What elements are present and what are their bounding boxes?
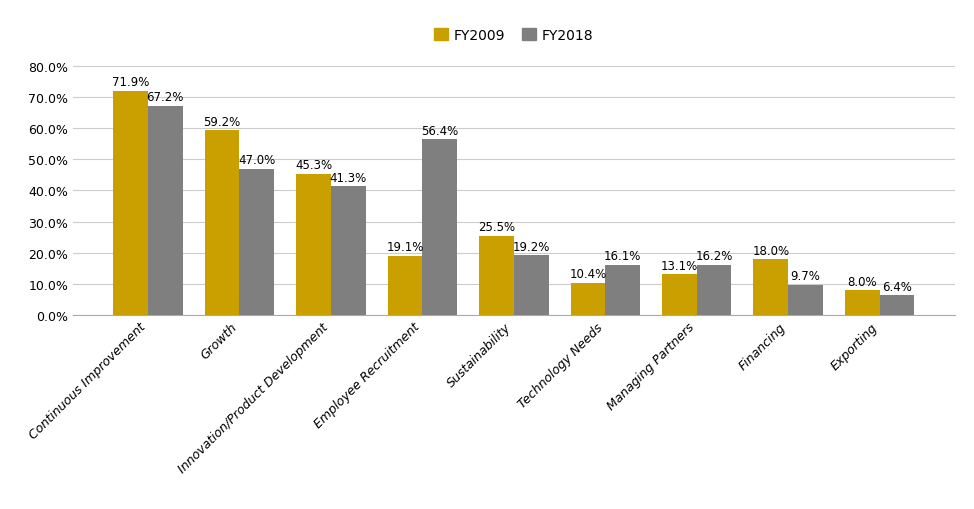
Bar — [205, 131, 240, 316]
Text: 9.7%: 9.7% — [791, 270, 820, 283]
Text: 16.1%: 16.1% — [604, 250, 641, 263]
Text: 16.2%: 16.2% — [695, 250, 732, 263]
Text: 19.1%: 19.1% — [387, 241, 424, 253]
Bar — [605, 266, 640, 316]
Text: 71.9%: 71.9% — [112, 76, 149, 89]
Text: 10.4%: 10.4% — [569, 268, 607, 280]
Text: 6.4%: 6.4% — [882, 280, 912, 293]
Bar — [148, 106, 183, 316]
Bar — [571, 283, 605, 316]
Legend: FY2009, FY2018: FY2009, FY2018 — [429, 23, 599, 48]
Text: 56.4%: 56.4% — [421, 125, 459, 137]
Text: 25.5%: 25.5% — [478, 221, 515, 234]
Bar — [240, 169, 274, 316]
Bar — [696, 265, 731, 316]
Text: 59.2%: 59.2% — [204, 116, 241, 129]
Bar — [479, 236, 514, 316]
Text: 47.0%: 47.0% — [238, 154, 276, 167]
Bar — [662, 275, 696, 316]
Bar — [113, 92, 148, 316]
Bar — [844, 291, 880, 316]
Text: 18.0%: 18.0% — [752, 244, 789, 257]
Text: 19.2%: 19.2% — [512, 240, 550, 253]
Text: 41.3%: 41.3% — [329, 172, 367, 184]
Bar — [331, 187, 365, 316]
Text: 45.3%: 45.3% — [295, 159, 332, 172]
Bar — [388, 256, 423, 316]
Text: 67.2%: 67.2% — [146, 91, 184, 104]
Bar — [880, 296, 915, 316]
Bar — [754, 260, 788, 316]
Bar — [788, 286, 823, 316]
Bar — [514, 256, 548, 316]
Text: 8.0%: 8.0% — [847, 275, 878, 288]
Bar — [296, 175, 331, 316]
Bar — [423, 140, 457, 316]
Text: 13.1%: 13.1% — [660, 259, 698, 272]
